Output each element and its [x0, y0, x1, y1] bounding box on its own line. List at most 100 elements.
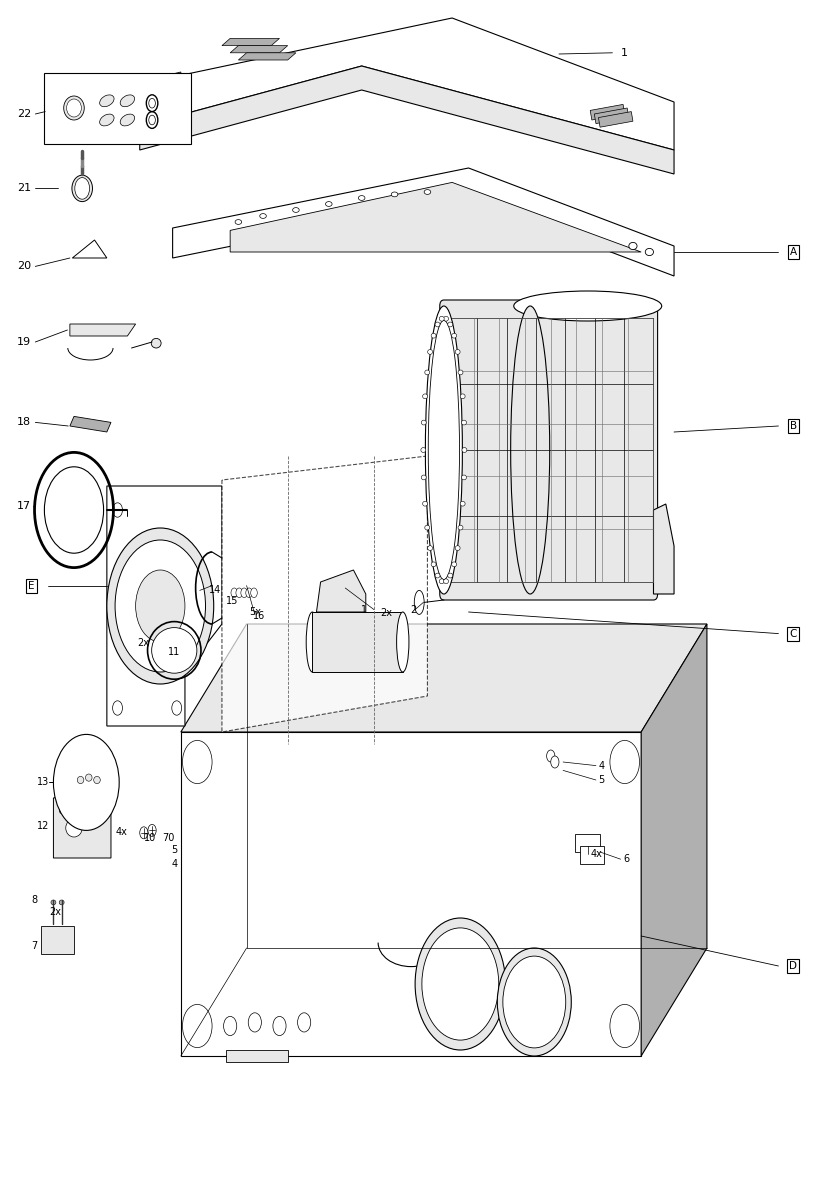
Ellipse shape [72, 175, 93, 202]
Ellipse shape [85, 774, 92, 781]
Text: 18: 18 [17, 418, 31, 427]
Circle shape [59, 806, 64, 814]
Ellipse shape [425, 370, 430, 374]
PathPatch shape [238, 53, 296, 60]
Circle shape [231, 588, 238, 598]
Circle shape [107, 528, 214, 684]
Ellipse shape [427, 349, 432, 354]
Text: 5x: 5x [249, 607, 261, 617]
Ellipse shape [444, 578, 449, 583]
Circle shape [136, 570, 185, 642]
Ellipse shape [422, 475, 427, 480]
Ellipse shape [358, 196, 365, 200]
Circle shape [113, 701, 122, 715]
Circle shape [149, 115, 155, 125]
Ellipse shape [458, 370, 463, 374]
Text: 4: 4 [171, 859, 178, 869]
Text: 7: 7 [31, 941, 38, 950]
Ellipse shape [435, 322, 440, 326]
Ellipse shape [75, 178, 90, 199]
Ellipse shape [448, 322, 453, 326]
Ellipse shape [326, 202, 332, 206]
Ellipse shape [99, 114, 114, 126]
Text: 16: 16 [253, 611, 265, 620]
Text: 22: 22 [17, 109, 31, 119]
Circle shape [115, 540, 206, 672]
Ellipse shape [461, 420, 466, 425]
Circle shape [298, 1013, 311, 1032]
Text: 2x: 2x [137, 638, 150, 648]
Ellipse shape [423, 502, 427, 506]
Ellipse shape [306, 612, 319, 672]
Ellipse shape [63, 96, 84, 120]
Ellipse shape [510, 306, 550, 594]
Ellipse shape [435, 574, 440, 578]
Circle shape [140, 827, 148, 839]
Circle shape [551, 756, 559, 768]
Bar [181, 732, 641, 1056]
Text: 17: 17 [17, 502, 31, 511]
Ellipse shape [432, 562, 436, 566]
Ellipse shape [422, 420, 427, 425]
Ellipse shape [514, 290, 662, 320]
Text: 21: 21 [17, 184, 31, 193]
Ellipse shape [391, 192, 398, 197]
FancyBboxPatch shape [440, 300, 658, 600]
Circle shape [248, 1013, 261, 1032]
Ellipse shape [629, 242, 637, 250]
Text: 14: 14 [210, 586, 221, 595]
PathPatch shape [222, 456, 427, 732]
Circle shape [236, 588, 242, 598]
Text: A: A [790, 247, 797, 257]
Text: 5: 5 [171, 845, 178, 854]
Circle shape [273, 1016, 286, 1036]
PathPatch shape [590, 104, 625, 120]
Circle shape [148, 824, 156, 836]
Text: 2: 2 [410, 605, 417, 614]
FancyBboxPatch shape [44, 73, 191, 144]
Ellipse shape [428, 320, 459, 580]
Circle shape [251, 588, 257, 598]
Circle shape [415, 918, 506, 1050]
Text: 4: 4 [598, 761, 604, 770]
Text: B: B [790, 421, 797, 431]
Ellipse shape [66, 818, 82, 838]
Ellipse shape [460, 394, 465, 398]
Ellipse shape [432, 334, 436, 338]
Bar [312, 612, 403, 672]
Ellipse shape [151, 338, 161, 348]
Circle shape [44, 467, 104, 553]
Ellipse shape [293, 208, 299, 212]
Circle shape [182, 1004, 212, 1048]
Ellipse shape [427, 546, 432, 551]
PathPatch shape [641, 624, 707, 1056]
Ellipse shape [455, 546, 460, 551]
Text: 2x: 2x [49, 907, 62, 917]
Ellipse shape [439, 317, 444, 322]
Text: 8: 8 [31, 895, 38, 905]
Ellipse shape [235, 220, 242, 224]
Ellipse shape [424, 190, 431, 194]
Ellipse shape [77, 776, 84, 784]
Text: 4x: 4x [590, 850, 602, 859]
Text: 6: 6 [623, 854, 629, 864]
Ellipse shape [51, 900, 56, 905]
PathPatch shape [230, 46, 288, 53]
Circle shape [172, 701, 182, 715]
Ellipse shape [439, 578, 444, 583]
Ellipse shape [462, 448, 467, 452]
PathPatch shape [70, 416, 111, 432]
Text: 1: 1 [621, 48, 628, 58]
PathPatch shape [598, 112, 633, 127]
Circle shape [149, 98, 155, 108]
PathPatch shape [72, 240, 107, 258]
Circle shape [422, 928, 499, 1040]
Ellipse shape [414, 590, 424, 614]
PathPatch shape [230, 182, 641, 252]
Circle shape [53, 734, 119, 830]
PathPatch shape [594, 108, 629, 124]
Ellipse shape [151, 628, 197, 673]
Text: 15: 15 [226, 596, 239, 606]
Circle shape [547, 750, 555, 762]
PathPatch shape [140, 18, 674, 150]
